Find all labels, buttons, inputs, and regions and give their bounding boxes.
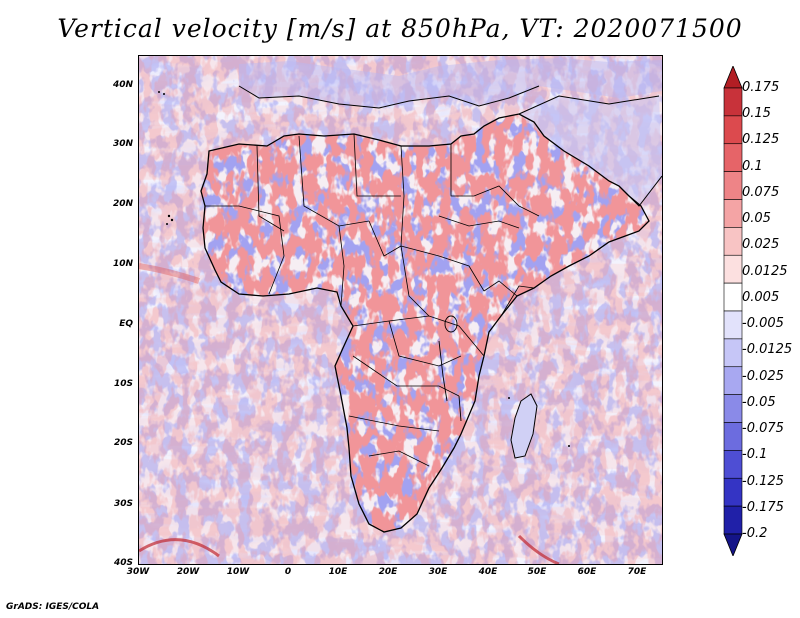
lon-label-40e: 40E <box>478 567 498 577</box>
colorbar-label: 0.1 <box>742 158 763 174</box>
colorbar-label: -0.005 <box>742 316 784 332</box>
lon-label-10w: 10W <box>226 567 250 577</box>
colorbar-swatch <box>723 310 743 340</box>
colorbar-label: 0.125 <box>742 132 780 148</box>
colorbar-swatch <box>723 477 743 507</box>
colorbar-label: -0.1 <box>742 447 768 463</box>
colorbar-swatch <box>723 282 743 312</box>
colorbar-label: -0.05 <box>742 394 776 410</box>
colorbar-swatch <box>723 450 743 479</box>
colorbar-swatch <box>723 87 743 117</box>
lon-label-20e: 20E <box>378 567 398 577</box>
colorbar-label: -0.175 <box>742 499 784 515</box>
colorbar-label: -0.075 <box>742 421 784 437</box>
colorbar-label: 0.175 <box>742 80 780 95</box>
colorbar-label: 0.075 <box>742 184 780 200</box>
lat-label-10s: 10S <box>113 379 133 389</box>
lat-label-30s: 30S <box>113 499 133 509</box>
lon-label-30e: 30E <box>428 567 448 577</box>
colorbar-label: 0.025 <box>742 237 780 253</box>
colorbar-swatch <box>723 254 743 284</box>
lon-label-20w: 20W <box>176 567 200 577</box>
lat-label-20s: 20S <box>113 438 133 448</box>
lon-label-0: 0 <box>284 567 292 577</box>
chart-title: Vertical velocity [m/s] at 850hPa, VT: 2… <box>57 14 743 43</box>
colorbar-swatch <box>723 366 743 395</box>
colorbar-label: -0.125 <box>742 473 784 489</box>
lon-label-60e: 60E <box>577 567 597 577</box>
colorbar-swatch <box>723 338 743 368</box>
colorbar-tip-bottom <box>723 533 743 556</box>
colorbar-swatch <box>723 422 743 451</box>
colorbar-swatch <box>723 394 743 423</box>
lon-label-30w: 30W <box>126 567 150 577</box>
lat-label-eq: EQ <box>119 319 133 329</box>
colorbar-swatch <box>723 143 743 172</box>
colorbar-swatch <box>723 199 743 228</box>
colorbar <box>723 66 743 556</box>
colorbar-label: -0.0125 <box>742 342 793 358</box>
lat-label-10n: 10N <box>112 259 133 269</box>
lon-label-10e: 10E <box>328 567 348 577</box>
map-canvas <box>139 56 662 564</box>
colorbar-label: -0.025 <box>742 368 784 384</box>
colorbar-label: -0.2 <box>742 526 768 541</box>
colorbar-label: 0.005 <box>742 289 780 305</box>
colorbar-swatch <box>723 505 743 535</box>
lat-label-20n: 20N <box>112 199 133 209</box>
lat-label-40s: 40S <box>113 558 133 568</box>
colorbar-label: 0.0125 <box>742 263 788 279</box>
colorbar-label: 0.05 <box>742 211 771 227</box>
colorbar-tip-top <box>723 66 743 89</box>
colorbar-swatch <box>723 171 743 200</box>
lat-label-30n: 30N <box>112 139 133 149</box>
colorbar-swatch <box>723 227 743 256</box>
grads-credit: GrADS: IGES/COLA <box>6 602 100 612</box>
lat-label-40n: 40N <box>112 80 133 90</box>
colorbar-swatch <box>723 115 743 145</box>
velocity-map <box>138 55 663 565</box>
lon-label-70e: 70E <box>627 567 647 577</box>
lon-label-50e: 50E <box>527 567 547 577</box>
colorbar-label: 0.15 <box>742 106 771 122</box>
